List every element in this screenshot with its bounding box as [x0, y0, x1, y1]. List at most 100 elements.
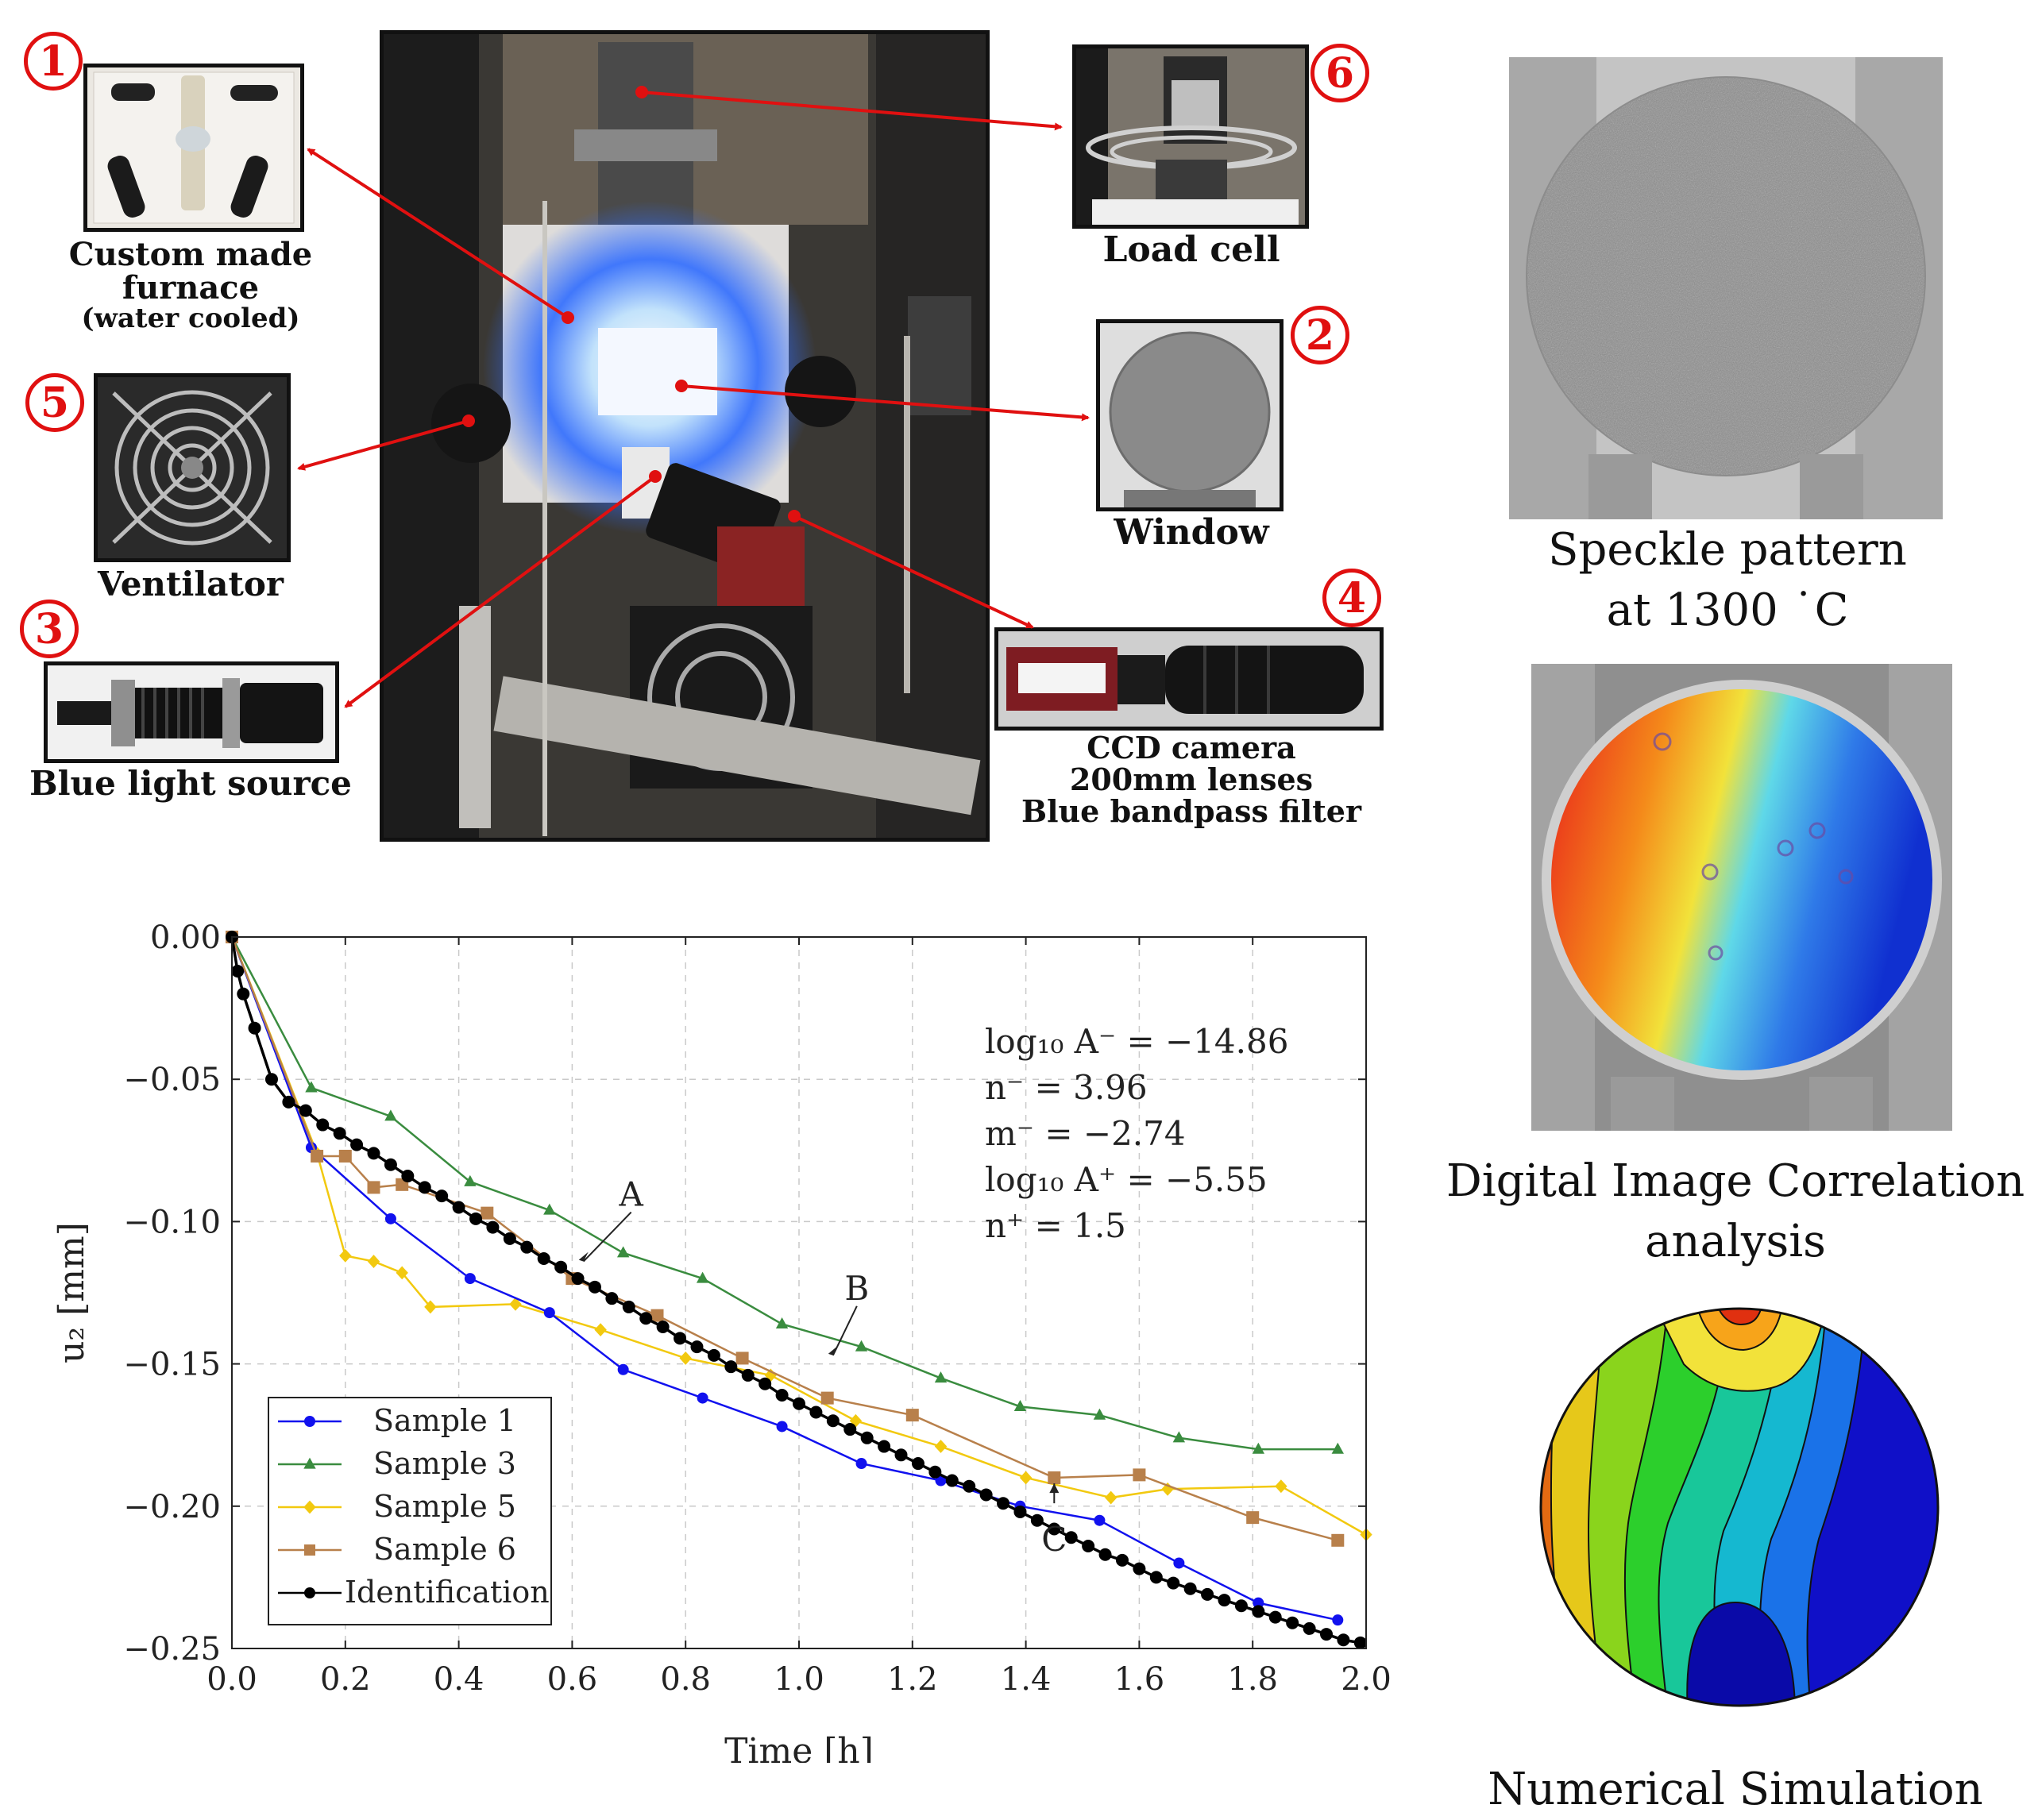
x-tick-label: 0.2	[320, 1661, 371, 1698]
data-point	[639, 1312, 653, 1325]
data-point	[928, 1465, 942, 1479]
data-point	[350, 1138, 364, 1151]
x-tick-label: 1.0	[774, 1661, 824, 1698]
data-point	[1331, 1442, 1344, 1454]
window-thumbnail	[1096, 319, 1283, 511]
legend-label: Identification	[345, 1575, 550, 1610]
x-tick-label: 1.4	[1001, 1661, 1052, 1698]
speckle-caption-line2: at 1300 ˙C	[1606, 584, 1849, 636]
data-point	[1183, 1582, 1197, 1595]
y-tick-label: −0.25	[123, 1631, 221, 1668]
camera-thumbnail	[994, 627, 1384, 731]
dic-caption-line1: Digital Image Correlation	[1446, 1155, 2025, 1207]
x-tick-label: 0.6	[547, 1661, 598, 1698]
badge-5: 5	[25, 373, 84, 432]
annotation-label-b: B	[844, 1269, 869, 1308]
y-tick-label: −0.10	[123, 1204, 221, 1240]
window-caption: Window	[1114, 512, 1269, 553]
data-point	[696, 1271, 709, 1283]
data-point	[588, 1280, 601, 1294]
badge-1: 1	[24, 32, 83, 91]
param-log-a-minus: log₁₀ A⁻ = −14.86	[985, 1022, 1288, 1061]
legend-marker	[304, 1544, 315, 1556]
data-point	[820, 1391, 834, 1405]
speckle-image	[1509, 57, 1943, 519]
data-point	[464, 1174, 477, 1186]
data-point	[934, 1440, 948, 1453]
data-point	[469, 1212, 483, 1225]
x-tick-label: 2.0	[1341, 1661, 1392, 1698]
data-point	[1064, 1531, 1078, 1544]
legend-marker	[303, 1457, 316, 1469]
data-point	[481, 1206, 494, 1220]
camera-caption-line1: CCD camera	[1087, 730, 1296, 765]
data-point	[1275, 1479, 1287, 1494]
x-tick-label: 0.0	[207, 1661, 257, 1698]
y-tick-label: −0.05	[123, 1062, 221, 1098]
dic-field-graphic	[1531, 664, 1952, 1131]
x-tick-label: 0.8	[660, 1661, 711, 1698]
data-point	[384, 1213, 396, 1224]
param-n-minus: n⁻ = 3.96	[985, 1068, 1148, 1107]
param-log-a-plus: log₁₀ A⁺ = −5.55	[985, 1160, 1268, 1199]
data-point	[690, 1340, 704, 1354]
plot-frame	[231, 936, 1367, 1649]
furnace-caption-line1: Custom made	[68, 236, 313, 273]
data-point	[849, 1413, 863, 1428]
data-point	[1332, 1614, 1344, 1626]
x-tick-label: 1.2	[887, 1661, 938, 1698]
x-tick-label: 1.8	[1227, 1661, 1278, 1698]
data-point	[509, 1297, 522, 1311]
data-point	[486, 1220, 500, 1234]
badge-6: 6	[1311, 44, 1369, 102]
param-n-plus: n⁺ = 1.5	[985, 1206, 1126, 1245]
data-point	[237, 987, 250, 1001]
furnace-thumbnail	[83, 64, 304, 232]
ventilator-caption: Ventilator	[97, 565, 284, 603]
annotation-label-a: A	[619, 1175, 644, 1214]
data-point	[775, 1389, 789, 1402]
arrow-window	[681, 384, 1090, 422]
series-sample-3	[226, 930, 1344, 1454]
simulation-caption: Numerical Simulation	[1488, 1764, 1983, 1815]
furnace-caption-line2: furnace	[122, 269, 260, 307]
data-point	[1048, 1522, 1061, 1536]
data-point	[1252, 1605, 1265, 1618]
data-point	[605, 1292, 619, 1305]
data-point	[945, 1474, 959, 1487]
data-point	[316, 1118, 330, 1132]
dic-caption-line2: analysis	[1645, 1215, 1826, 1267]
data-point	[1082, 1539, 1095, 1552]
data-point	[1201, 1587, 1214, 1601]
legend-box	[268, 1397, 552, 1625]
data-point	[452, 1201, 465, 1214]
badge-2: 2	[1291, 306, 1349, 364]
data-point	[860, 1431, 874, 1444]
data-point	[1013, 1505, 1027, 1518]
data-point	[724, 1360, 738, 1374]
data-point	[843, 1423, 857, 1436]
data-point	[1019, 1471, 1033, 1485]
data-point	[1013, 1399, 1027, 1411]
data-point	[1253, 1597, 1264, 1609]
ventilator-thumbnail	[94, 373, 291, 562]
x-tick-label: 1.6	[1114, 1661, 1165, 1698]
dic-image	[1531, 664, 1952, 1131]
data-point	[435, 1190, 449, 1203]
camera-caption: CCD camera 200mm lenses Blue bandpass fi…	[993, 732, 1390, 827]
data-point	[707, 1348, 720, 1362]
data-point	[735, 1352, 749, 1365]
furnace-image	[87, 67, 300, 228]
data-point	[1093, 1408, 1106, 1420]
data-point	[1303, 1621, 1316, 1635]
data-point	[650, 1309, 664, 1322]
y-tick-label: −0.15	[123, 1347, 221, 1383]
data-point	[741, 1368, 755, 1382]
data-point	[775, 1317, 789, 1329]
data-point	[809, 1405, 823, 1419]
furnace-caption: Custom made furnace (water cooled)	[56, 238, 326, 334]
chart-ticks: 0.0 0.2 0.4 0.6 0.8 1.0 1.2 1.4 1.6 1.8 2.0 0.00 −0.…	[123, 920, 1391, 1698]
data-point	[776, 1421, 788, 1432]
dic-caption: Digital Image Correlation analysis	[1430, 1151, 2041, 1271]
data-point	[997, 1497, 1010, 1510]
